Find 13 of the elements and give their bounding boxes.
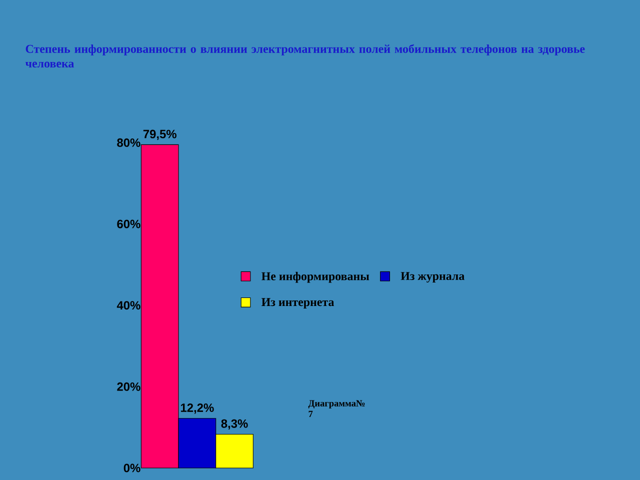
y-tick-label: 80% <box>117 138 140 147</box>
y-tick-label: 0% <box>124 464 140 472</box>
legend-label: Из журнала <box>400 272 464 283</box>
y-tick-label: 40% <box>116 301 140 310</box>
y-tick-label: 60% <box>117 220 140 228</box>
data-label: 12,2% <box>180 403 214 414</box>
text: Диаграмма№ 7 <box>308 400 365 417</box>
data-label: 8,3% <box>221 419 248 430</box>
legend-label: Из интернета <box>262 298 334 309</box>
text: Степень информированности о влиянии электромагнитных полей мобильных телефонов на здоровье человека <box>25 44 585 68</box>
y-tick-label: 20% <box>117 382 140 391</box>
data-label: 79,5% <box>143 130 176 140</box>
legend-label: Не информированы <box>262 272 370 283</box>
